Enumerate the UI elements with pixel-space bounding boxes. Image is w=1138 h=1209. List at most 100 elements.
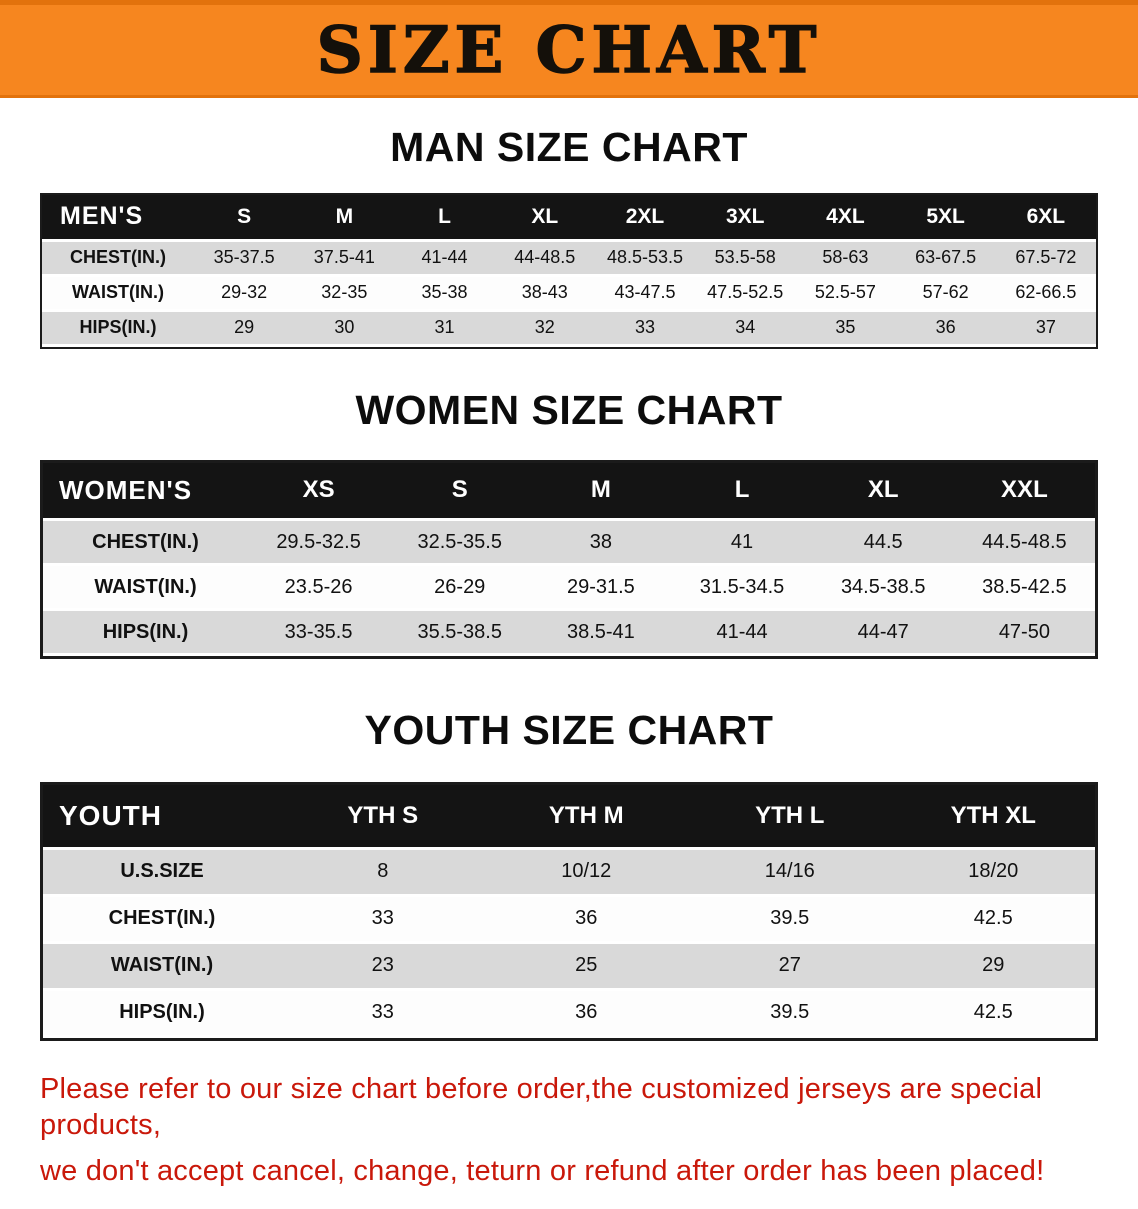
value-cell: 33 — [281, 893, 485, 942]
value-cell: 26-29 — [389, 563, 531, 610]
youth-size-table: YOUTH YTH S YTH M YTH L YTH XL U.S.SIZE 8 10/12… — [43, 785, 1095, 1038]
value-cell: 58-63 — [795, 238, 896, 275]
size-header-cell: YTH M — [484, 785, 688, 848]
men-size-table: MEN'S S M L XL 2XL 3XL 4XL 5XL 6XL CHEST(IN.) 35-37… — [42, 195, 1096, 347]
table-header-row: YOUTH YTH S YTH M YTH L YTH XL — [43, 785, 1095, 848]
value-cell: 44-48.5 — [494, 238, 595, 275]
youth-size-section: YOUTH SIZE CHART YOUTH YTH S YTH M YTH L YTH… — [0, 707, 1138, 1041]
size-header-cell: XL — [812, 462, 954, 520]
value-cell: 38 — [530, 518, 672, 565]
size-header-cell: 4XL — [795, 195, 896, 240]
value-cell: 34.5-38.5 — [812, 563, 954, 610]
disclaimer-line-2: we don't accept cancel, change, teturn o… — [40, 1155, 1045, 1187]
value-cell: 39.5 — [688, 893, 892, 942]
table-row: CHEST(IN.) 35-37.5 37.5-41 41-44 44-48.5 48.5… — [42, 238, 1096, 275]
value-cell: 36 — [484, 893, 688, 942]
table-row: WAIST(IN.) 23.5-26 26-29 29-31.5 31.5-34.5 34… — [43, 563, 1095, 610]
value-cell: 18/20 — [891, 846, 1095, 895]
size-header-cell: YTH L — [688, 785, 892, 848]
value-cell: 29 — [891, 940, 1095, 989]
size-header-cell: 2XL — [594, 195, 696, 240]
size-header-cell: M — [294, 195, 395, 240]
value-cell: 36 — [895, 308, 996, 347]
table-title-cell: MEN'S — [42, 195, 194, 240]
value-cell: 37.5-41 — [294, 238, 395, 275]
table-row: U.S.SIZE 8 10/12 14/16 18/20 — [43, 846, 1095, 895]
value-cell: 38.5-41 — [530, 608, 672, 656]
row-label-cell: WAIST(IN.) — [42, 273, 194, 310]
value-cell: 30 — [294, 308, 395, 347]
size-header-cell: XS — [248, 462, 390, 520]
row-label-cell: WAIST(IN.) — [43, 940, 281, 989]
row-label-cell: HIPS(IN.) — [43, 608, 248, 656]
size-header-cell: L — [671, 462, 813, 520]
value-cell: 36 — [484, 987, 688, 1038]
men-section-heading: MAN SIZE CHART — [390, 124, 748, 170]
size-header-cell: M — [530, 462, 672, 520]
value-cell: 47.5-52.5 — [695, 273, 796, 310]
women-size-section: WOMEN SIZE CHART WOMEN'S XS S M L XL XXL CHEST(… — [0, 386, 1138, 659]
women-size-table-frame: WOMEN'S XS S M L XL XXL CHEST(IN.) 29.5-32.5 32.5… — [40, 459, 1098, 659]
value-cell: 44-47 — [812, 608, 954, 656]
value-cell: 29-31.5 — [530, 563, 672, 610]
value-cell: 32-35 — [294, 273, 395, 310]
disclaimer: Please refer to our size chart before or… — [40, 1071, 1098, 1190]
value-cell: 35.5-38.5 — [389, 608, 531, 656]
youth-section-heading: YOUTH SIZE CHART — [364, 707, 774, 753]
row-label-cell: CHEST(IN.) — [43, 518, 248, 565]
value-cell: 67.5-72 — [995, 238, 1096, 275]
row-label-cell: CHEST(IN.) — [43, 893, 281, 942]
value-cell: 33 — [594, 308, 696, 347]
size-header-cell: XL — [494, 195, 595, 240]
value-cell: 33 — [281, 987, 485, 1038]
women-section-heading: WOMEN SIZE CHART — [355, 386, 783, 433]
value-cell: 48.5-53.5 — [594, 238, 696, 275]
value-cell: 10/12 — [484, 846, 688, 895]
value-cell: 38.5-42.5 — [953, 563, 1095, 610]
row-label-cell: CHEST(IN.) — [42, 238, 194, 275]
table-header-row: MEN'S S M L XL 2XL 3XL 4XL 5XL 6XL — [42, 195, 1096, 240]
table-row: HIPS(IN.) 29 30 31 32 33 34 35 36 37 — [42, 308, 1096, 347]
table-row: WAIST(IN.) 23 25 27 29 — [43, 940, 1095, 989]
value-cell: 42.5 — [891, 893, 1095, 942]
table-title-cell: WOMEN'S — [43, 462, 248, 520]
table-title-cell: YOUTH — [43, 785, 281, 848]
value-cell: 44.5 — [812, 518, 954, 565]
value-cell: 43-47.5 — [594, 273, 696, 310]
value-cell: 29-32 — [194, 273, 295, 310]
row-label-cell: WAIST(IN.) — [43, 563, 248, 610]
value-cell: 63-67.5 — [895, 238, 996, 275]
value-cell: 52.5-57 — [795, 273, 896, 310]
size-header-cell: 6XL — [995, 195, 1096, 240]
value-cell: 29.5-32.5 — [248, 518, 390, 565]
value-cell: 39.5 — [688, 987, 892, 1038]
table-row: WAIST(IN.) 29-32 32-35 35-38 38-43 43-47.5 47.… — [42, 273, 1096, 310]
table-header-row: WOMEN'S XS S M L XL XXL — [43, 462, 1095, 520]
youth-size-table-frame: YOUTH YTH S YTH M YTH L YTH XL U.S.SIZE 8 10/12… — [40, 782, 1098, 1041]
size-header-cell: YTH S — [281, 785, 485, 848]
value-cell: 57-62 — [895, 273, 996, 310]
value-cell: 8 — [281, 846, 485, 895]
value-cell: 41-44 — [394, 238, 495, 275]
value-cell: 35-38 — [394, 273, 495, 310]
value-cell: 34 — [695, 308, 796, 347]
value-cell: 41 — [671, 518, 813, 565]
table-row: CHEST(IN.) 33 36 39.5 42.5 — [43, 893, 1095, 942]
value-cell: 29 — [194, 308, 295, 347]
size-header-cell: 3XL — [695, 195, 796, 240]
value-cell: 37 — [995, 308, 1096, 347]
value-cell: 35-37.5 — [194, 238, 295, 275]
men-size-table-frame: MEN'S S M L XL 2XL 3XL 4XL 5XL 6XL CHEST(IN.) 35-37… — [40, 193, 1098, 349]
value-cell: 25 — [484, 940, 688, 989]
size-header-cell: L — [394, 195, 495, 240]
table-row: HIPS(IN.) 33-35.5 35.5-38.5 38.5-41 41-44 44-… — [43, 608, 1095, 656]
value-cell: 27 — [688, 940, 892, 989]
row-label-cell: U.S.SIZE — [43, 846, 281, 895]
value-cell: 23 — [281, 940, 485, 989]
size-header-cell: 5XL — [895, 195, 996, 240]
value-cell: 32.5-35.5 — [389, 518, 531, 565]
value-cell: 47-50 — [953, 608, 1095, 656]
value-cell: 31 — [394, 308, 495, 347]
size-header-cell: YTH XL — [891, 785, 1095, 848]
banner: SIZE CHART — [0, 0, 1138, 98]
